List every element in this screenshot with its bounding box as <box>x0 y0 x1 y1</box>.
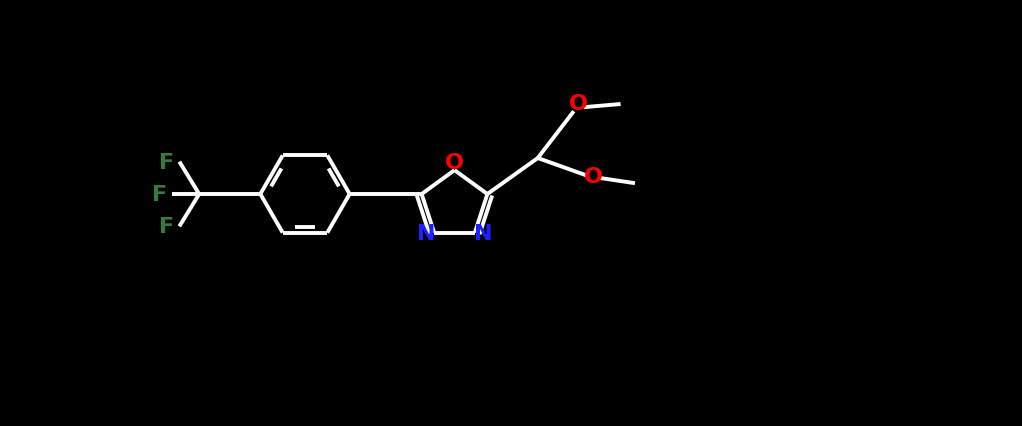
Text: N: N <box>473 223 492 243</box>
Text: O: O <box>445 153 464 173</box>
Text: O: O <box>569 94 589 114</box>
Text: N: N <box>417 223 435 243</box>
Text: O: O <box>584 167 603 187</box>
Text: F: F <box>151 184 167 204</box>
Text: F: F <box>158 152 174 172</box>
Text: F: F <box>158 217 174 237</box>
